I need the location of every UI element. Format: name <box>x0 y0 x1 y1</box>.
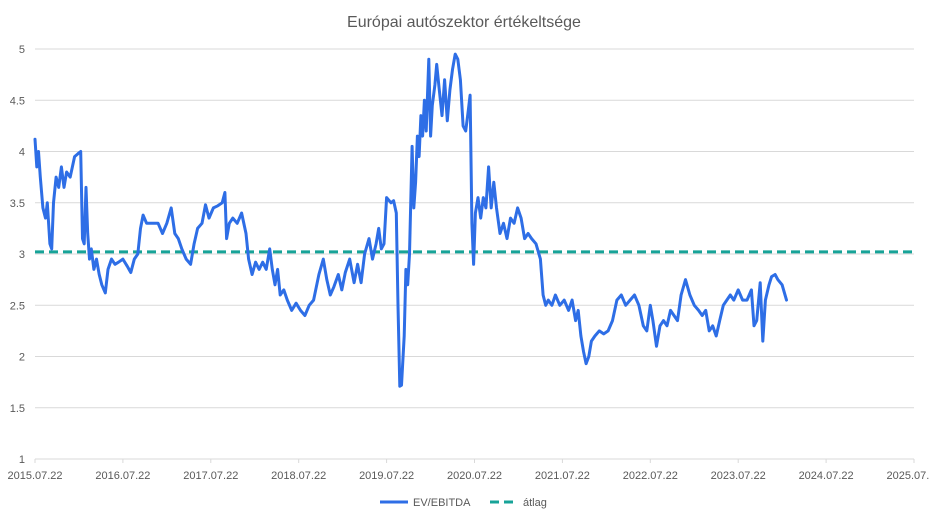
x-tick-label: 2017.07.22 <box>183 470 238 482</box>
series-layer <box>33 52 914 388</box>
series-line-ev-ebitda <box>33 52 788 388</box>
y-tick-label: 2 <box>19 352 25 364</box>
y-tick-label: 1 <box>19 454 25 466</box>
x-tick-label: 2015.07.22 <box>7 470 62 482</box>
y-tick-label: 1.5 <box>10 403 25 415</box>
x-tick-label: 2021.07.22 <box>535 470 590 482</box>
x-tick-label: 2024.07.22 <box>799 470 854 482</box>
y-tick-label: 2.5 <box>10 300 25 312</box>
y-tick-label: 4.5 <box>10 95 25 107</box>
x-axis: 2015.07.22 2016.07.22 2017.07.22 2018.07.22… <box>7 459 929 482</box>
x-tick-label: 2023.07.22 <box>711 470 766 482</box>
chart-title: Európai autószektor értékeltsége <box>347 14 581 31</box>
legend-label: átlag <box>523 497 547 509</box>
legend: EV/EBITDA átlag <box>380 497 547 509</box>
legend-label: EV/EBITDA <box>413 497 471 509</box>
x-tick-label: 2020.07.22 <box>447 470 502 482</box>
y-axis: 1 1.5 2 2.5 3 3.5 4 4.5 5 <box>10 44 25 466</box>
y-tick-label: 5 <box>19 44 25 56</box>
y-tick-label: 4 <box>19 147 25 159</box>
x-tick-label: 2018.07.22 <box>271 470 326 482</box>
x-tick-label: 2022.07.22 <box>623 470 678 482</box>
x-tick-label: 2016.07.22 <box>95 470 150 482</box>
x-tick-label: 2019.07.22 <box>359 470 414 482</box>
y-tick-label: 3.5 <box>10 198 25 210</box>
x-tick-label: 2025.07.22 <box>886 470 929 482</box>
y-tick-label: 3 <box>19 249 25 261</box>
